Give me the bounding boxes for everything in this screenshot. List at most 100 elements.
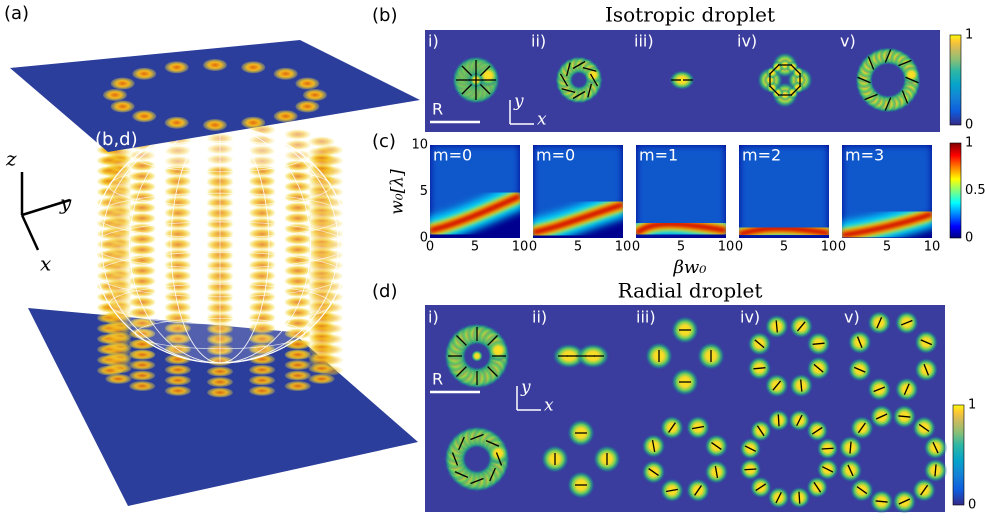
ring-spot (165, 117, 189, 129)
colorbar (953, 405, 964, 505)
field-slice (285, 381, 311, 391)
subpanel-label: v) (844, 308, 860, 327)
colorbar-tick: 0.5 (965, 183, 985, 198)
axis-label: z (5, 147, 17, 171)
axis-label: y (59, 191, 72, 215)
x-tick-label: 5 (780, 240, 788, 255)
scale-label: R (432, 100, 443, 119)
field-slice (105, 357, 131, 367)
field-slice (249, 375, 275, 385)
x-tick-label: 10 (512, 240, 529, 255)
x-tick-label: 5 (883, 240, 891, 255)
colorbar-tick: 0 (968, 498, 976, 513)
ring-spot (303, 89, 327, 101)
y-axis-label: w₀[λ] (388, 169, 408, 215)
ring-spot (111, 78, 135, 90)
ring-spot (274, 68, 298, 80)
panel-title: Radial droplet (618, 279, 763, 303)
axis-label: y (520, 378, 531, 398)
field-slice (129, 381, 155, 391)
axis-label: x (40, 252, 51, 276)
field-slice (165, 386, 191, 396)
director (778, 414, 779, 426)
field-slice (207, 388, 233, 398)
subpanel-label: ii) (532, 308, 547, 327)
field-slice (249, 386, 275, 396)
field-slice (309, 147, 335, 157)
field-slice (309, 137, 335, 147)
colorbar (950, 35, 961, 125)
intensity (471, 350, 483, 362)
axis-label: y (513, 92, 524, 112)
field-slice (105, 347, 131, 357)
ring-spot (111, 100, 135, 112)
panel-label: (a) (4, 3, 29, 24)
field-slice (285, 129, 311, 139)
panel-label: (d) (372, 281, 397, 302)
plane-label: (b,d) (95, 129, 138, 150)
field-slice (249, 365, 275, 375)
director (799, 492, 800, 504)
colorbar (950, 143, 961, 238)
panel-c: m=005101050m=00510m=10510m=20510m=305101… (411, 136, 985, 255)
subpanel-label: iii) (636, 308, 656, 327)
colorbar-tick: 1 (965, 136, 973, 151)
subpanel-label: iv) (737, 32, 757, 51)
field-slice (129, 371, 155, 381)
panel-label: (b) (372, 5, 397, 26)
ring-spot (165, 61, 189, 73)
axis-label: x (544, 396, 554, 416)
panel-title: Isotropic droplet (605, 3, 775, 27)
x-tick-label: 0 (838, 240, 846, 255)
x-tick-label: 0 (735, 240, 743, 255)
director (744, 469, 756, 470)
x-tick-label: 0 (529, 240, 537, 255)
ring-spot (203, 119, 227, 131)
field-slice (285, 350, 311, 360)
subpanel-label: i) (428, 308, 439, 327)
ring-spot (295, 78, 319, 90)
field-slice (129, 360, 155, 370)
y-tick-label: 5 (420, 184, 428, 199)
ring-spot (241, 61, 265, 73)
director (822, 448, 834, 449)
ring-spot (103, 89, 127, 101)
field-slice (165, 375, 191, 385)
subpanel-label: ii) (531, 32, 546, 51)
map-label: m=3 (845, 146, 884, 165)
x-tick-label: 0 (632, 240, 640, 255)
ring-spot (132, 68, 156, 80)
y-tick-label: 0 (420, 231, 428, 246)
x-tick-label: 10 (924, 240, 941, 255)
y-tick-label: 10 (411, 138, 428, 153)
field-slice (105, 336, 131, 346)
intensity (902, 66, 920, 84)
x-tick-label: 10 (821, 240, 838, 255)
panel-b: i)ii)iii)iv)v)Ryx10 (425, 28, 973, 133)
map-label: m=1 (639, 146, 678, 165)
colorbar-tick: 0 (965, 231, 973, 246)
field-slice (309, 374, 335, 384)
map-label: m=0 (536, 146, 575, 165)
colorbar-tick: 1 (965, 28, 973, 43)
subpanel-label: v) (840, 32, 856, 51)
map-label: m=0 (433, 146, 472, 165)
x-tick-label: 5 (574, 240, 582, 255)
subpanel-label: iv) (740, 308, 760, 327)
ring-spot (241, 117, 265, 129)
colorbar-tick: 0 (965, 118, 973, 133)
panel-a (10, 40, 420, 506)
ring-spot (132, 110, 156, 122)
x-axis-label: βw₀ (672, 257, 706, 278)
field-slice (129, 350, 155, 360)
scale-label: R (432, 370, 443, 389)
map-label: m=2 (742, 146, 781, 165)
subpanel-label: i) (428, 32, 439, 51)
x-tick-label: 10 (615, 240, 632, 255)
field-slice (207, 367, 233, 377)
axis-label: x (537, 110, 547, 130)
field-slice (285, 371, 311, 381)
axis-arrow (22, 215, 38, 250)
x-tick-label: 10 (718, 240, 735, 255)
field-slice (207, 377, 233, 387)
